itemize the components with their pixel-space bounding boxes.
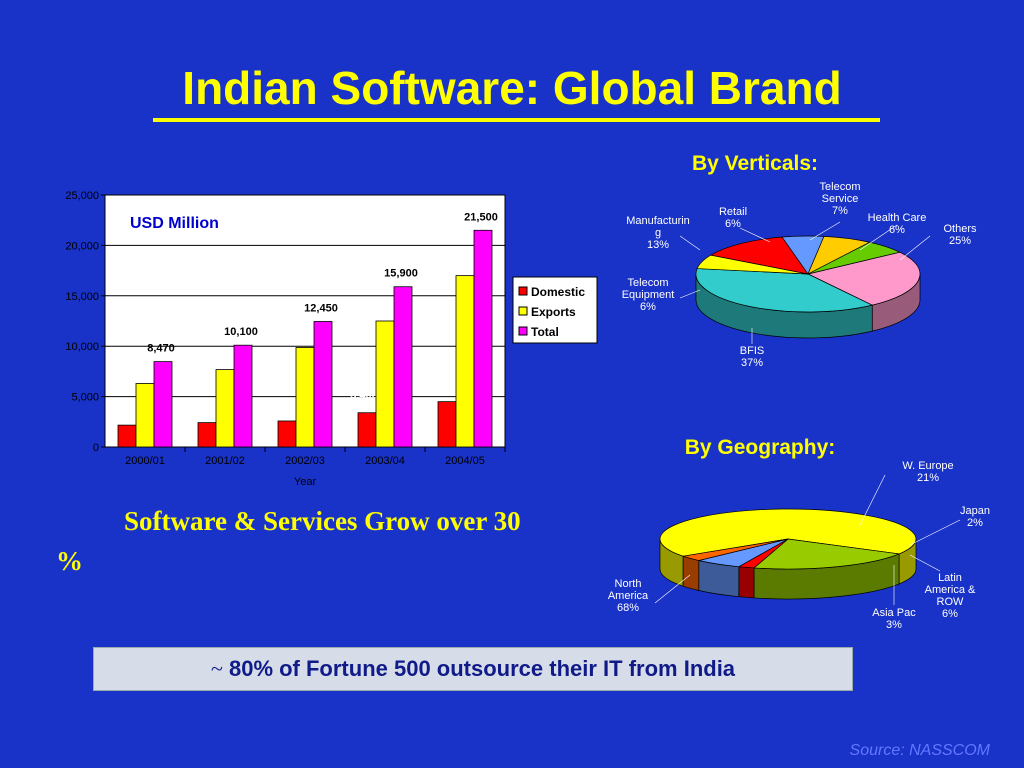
bar-domestic: [277, 420, 297, 448]
geography-slice: [753, 538, 901, 570]
bar-total: [153, 361, 173, 448]
legend-label: Domestic: [531, 285, 585, 299]
bar-exports: [295, 347, 315, 448]
pie-leader-line: [859, 474, 886, 526]
data-label-total: 21,500: [464, 211, 498, 223]
verticals-heading: By Verticals:: [691, 152, 819, 175]
legend-swatch: [518, 306, 528, 316]
data-label-total: 12,450: [304, 303, 338, 315]
bar-exports: [135, 383, 155, 448]
y-tick-label: 25,000: [65, 190, 99, 202]
pie-leader-line: [809, 221, 841, 241]
data-label-domestic: 2,580: [270, 398, 298, 410]
bar-domestic: [117, 424, 137, 448]
growth-text: Software & Services Grow over 30: [124, 506, 521, 536]
geography-pie-chart: W. Europe 21% Japan 2% Latin America & ROW 6% As…: [608, 460, 990, 631]
data-label-domestic: 2,170: [110, 402, 138, 414]
x-tick-label: 2001/02: [205, 455, 245, 467]
bar-exports: [215, 369, 235, 448]
source-note: Source: NASSCOM: [849, 742, 990, 759]
y-tick-label: 10,000: [65, 341, 99, 353]
pie-label-north-america: North America 68%: [608, 578, 649, 614]
verticals-slice: [806, 251, 921, 306]
pie-label-retail: Retail 6%: [719, 206, 747, 230]
geography-slice: [659, 508, 917, 557]
pie-leader-line: [859, 224, 898, 251]
x-tick-label: 2003/04: [365, 455, 405, 467]
data-label-domestic: 4,500: [430, 379, 458, 391]
verticals-pie-chart: Telecom Service 7% Health Care 6% Others 25% Re…: [622, 181, 977, 369]
verticals-slice: [807, 241, 901, 275]
data-label-exports: 6,300: [129, 364, 157, 376]
y-tick-label: 0: [93, 442, 99, 454]
bar-domestic: [197, 422, 217, 448]
x-axis-label: Year: [294, 476, 317, 488]
x-tick-label: 2004/05: [445, 455, 485, 467]
bar-domestic: [437, 401, 457, 448]
pie-leader-line: [739, 227, 771, 243]
legend-label: Exports: [531, 305, 576, 319]
data-label-domestic: 3,400: [350, 390, 378, 402]
geography-slice-side: [682, 555, 700, 591]
bar-chart: 0 5,000 10,000 15,000 20,000 25,000 USD Millio…: [65, 190, 598, 488]
pie-leader-line: [909, 519, 961, 546]
data-label-exports: 12,500: [366, 302, 400, 314]
bar-total: [313, 321, 333, 448]
bar-exports: [375, 320, 395, 448]
data-label-domestic: 2,420: [190, 400, 218, 412]
y-tick-label: 15,000: [65, 291, 99, 303]
fortune-500-banner: ~ 80% of Fortune 500 outsource their IT …: [93, 647, 853, 691]
bar-total: [233, 344, 253, 448]
title-underline: [153, 118, 880, 122]
pie-leader-line: [909, 554, 941, 572]
pie-label-health-care: Health Care 6%: [868, 212, 927, 236]
growth-text-percent: %: [56, 546, 83, 576]
verticals-slice: [695, 268, 874, 313]
legend-label: Total: [531, 325, 559, 339]
y-tick-label: 20,000: [65, 240, 99, 252]
pie-label-telecom-service: Telecom Service 7%: [820, 181, 861, 217]
pie-leader-line: [679, 289, 701, 299]
legend-swatch: [518, 286, 528, 296]
pie-label-asia-pac: Asia Pac 3%: [872, 607, 916, 631]
x-tick-label: 2000/01: [125, 455, 165, 467]
data-label-exports: 9,870: [289, 329, 317, 341]
pie-label-bfis: BFIS 37%: [740, 345, 764, 369]
pie-label-telecom-equipment: Telecom Equipment 6%: [622, 277, 675, 313]
bar-domestic: [357, 412, 377, 448]
geography-slice: [683, 538, 789, 561]
pie-label-japan: Japan 2%: [960, 505, 990, 529]
data-label-total: 8,470: [147, 343, 175, 355]
verticals-slice: [709, 236, 809, 275]
pie-leader-line: [899, 235, 931, 261]
chart-annotation: USD Million: [130, 215, 219, 232]
x-tick-label: 2002/03: [285, 455, 325, 467]
data-label-total: 10,100: [224, 326, 258, 338]
banner-text: 80% of Fortune 500 outsource their IT fr…: [228, 656, 736, 681]
y-tick-label: 5,000: [71, 392, 99, 404]
pie-label-w-europe: W. Europe 21%: [902, 460, 953, 484]
data-label-exports: 7,680: [209, 351, 237, 363]
data-label-exports: 17,000: [446, 257, 480, 269]
bar-total: [473, 229, 493, 448]
geography-heading: By Geography:: [684, 436, 836, 459]
data-label-total: 15,900: [384, 268, 418, 280]
pie-label-latin-america: Latin America & ROW 6%: [925, 572, 976, 620]
geography-slice-side: [738, 566, 755, 599]
pie-label-others: Others 25%: [943, 223, 977, 247]
pie-leader-line: [654, 574, 691, 604]
pie-label-manufacturing: Manufacturin g 13%: [626, 215, 690, 251]
pie-leader-line: [679, 235, 701, 251]
banner-tilde: ~: [210, 656, 223, 681]
bar-total: [393, 286, 413, 448]
legend-swatch: [518, 326, 528, 336]
bar-exports: [455, 275, 475, 448]
slide-title: Indian Software: Global Brand: [182, 62, 842, 114]
